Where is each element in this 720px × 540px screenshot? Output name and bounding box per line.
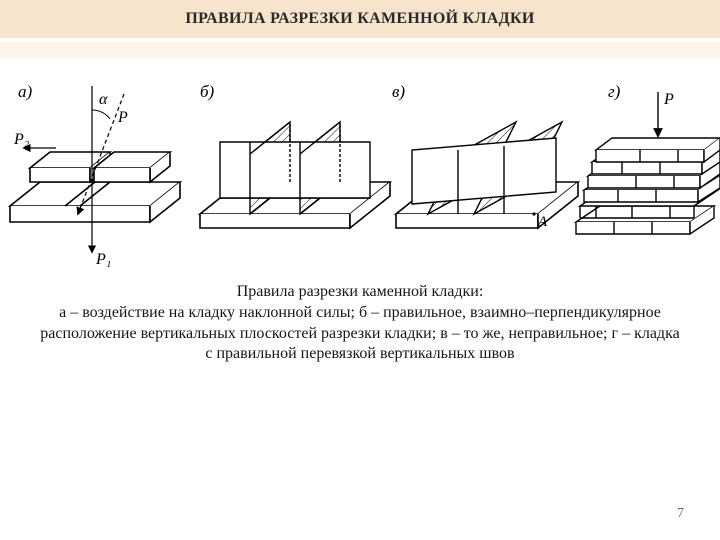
- page-title: ПРАВИЛА РАЗРЕЗКИ КАМЕННОЙ КЛАДКИ: [185, 10, 534, 28]
- svg-text:P₁: P₁: [95, 251, 111, 268]
- page-number: 7: [677, 506, 684, 522]
- title-bar: ПРАВИЛА РАЗРЕЗКИ КАМЕННОЙ КЛАДКИ: [0, 0, 720, 38]
- panel-v: A: [396, 122, 578, 230]
- svg-text:P₂: P₂: [13, 131, 30, 148]
- figure-diagram: а) б) в) г): [0, 64, 720, 274]
- svg-text:P: P: [117, 109, 128, 126]
- caption-body: а – воздействие на кладку наклонной силы…: [38, 303, 682, 365]
- figure-caption: Правила разрезки каменной кладки: а – во…: [0, 282, 720, 365]
- svg-text:P: P: [663, 91, 674, 108]
- diagram-svg: α P P₂ P₁: [0, 64, 720, 274]
- panel-a: α P P₂ P₁: [10, 86, 180, 268]
- caption-title: Правила разрезки каменной кладки:: [38, 282, 682, 303]
- strip-light: [0, 42, 720, 58]
- panel-g: P: [576, 91, 720, 234]
- panel-b: [200, 122, 390, 228]
- svg-text:α: α: [99, 91, 108, 108]
- svg-text:A: A: [537, 214, 548, 230]
